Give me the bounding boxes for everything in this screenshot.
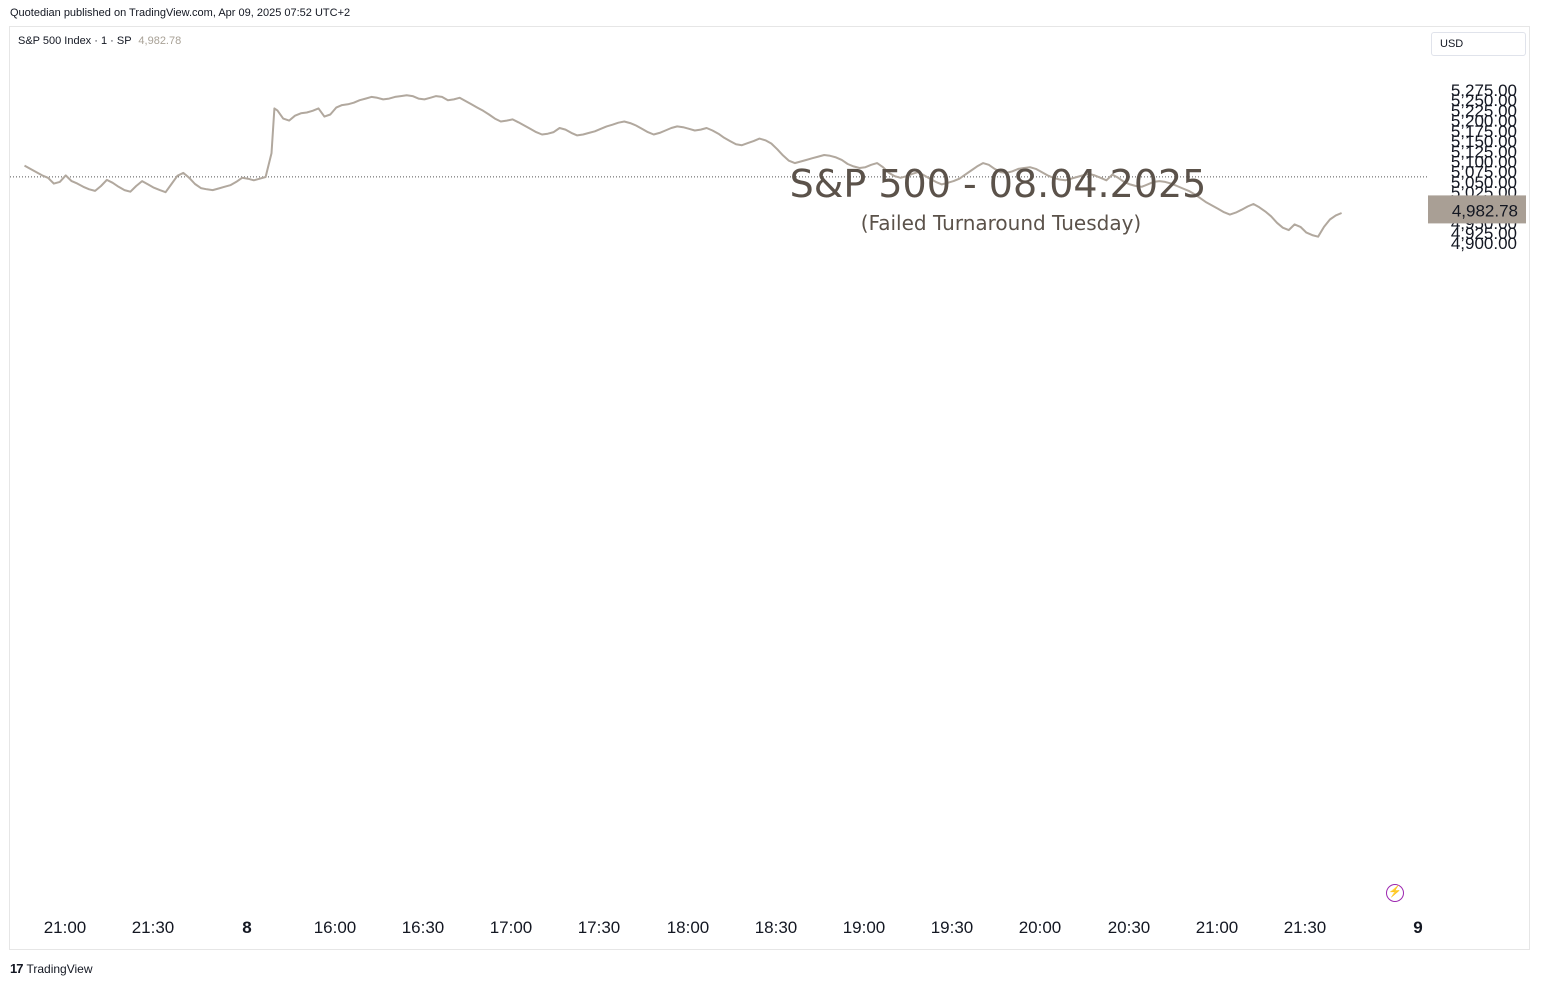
chart-frame (9, 26, 1530, 950)
chart-subtitle: (Failed Turnaround Tuesday) (861, 211, 1141, 235)
x-tick-label: 20:30 (1108, 918, 1151, 937)
x-tick-label: 16:00 (314, 918, 357, 937)
y-tick-label: 5,225.00 (1451, 101, 1517, 120)
last-price-tag: 4,982.78 (1428, 195, 1526, 224)
chart-title: S&P 500 - 08.04.2025 (790, 162, 1207, 206)
footer-brand-label: TradingView (26, 961, 93, 976)
y-tick-label: 5,125.00 (1451, 142, 1517, 161)
y-tick-label: 5,075.00 (1451, 163, 1517, 182)
x-tick-label: 9 (1413, 918, 1422, 937)
x-tick-label: 21:30 (1284, 918, 1327, 937)
last-price-tag-label: 4,982.78 (1452, 201, 1518, 220)
y-tick-label: 5,100.00 (1451, 153, 1517, 172)
x-tick-label: 17:30 (578, 918, 621, 937)
y-tick-label: 5,275.00 (1451, 81, 1517, 100)
x-tick-label: 18:00 (667, 918, 710, 937)
y-tick-label: 4,900.00 (1451, 234, 1517, 253)
x-tick-label: 21:30 (132, 918, 175, 937)
x-axis: 21:00 21:30 8 16:00 16:30 17:00 17:30 18:00 18:3… (44, 918, 1423, 937)
x-tick-label: 19:30 (931, 918, 974, 937)
x-tick-label: 21:00 (1196, 918, 1239, 937)
x-tick-label: 20:00 (1019, 918, 1062, 937)
last-price-tag-bg (1428, 195, 1526, 224)
publisher-line: Quotedian published on TradingView.com, … (10, 7, 351, 19)
symbol-label: S&P 500 Index · 1 · SP (18, 35, 132, 47)
symbol-legend[interactable]: S&P 500 Index · 1 · SP 4,982.78 (18, 35, 181, 47)
currency-button[interactable]: USD (1431, 32, 1526, 56)
y-tick-label: 5,250.00 (1451, 91, 1517, 110)
x-tick-label: 8 (242, 918, 251, 937)
y-tick-label: 5,175.00 (1451, 122, 1517, 141)
x-tick-label: 18:30 (755, 918, 798, 937)
x-tick-label: 19:00 (843, 918, 886, 937)
y-tick-label: 5,200.00 (1451, 112, 1517, 131)
x-tick-label: 17:00 (490, 918, 533, 937)
x-tick-label: 21:00 (44, 918, 87, 937)
tradingview-logo-icon: 17 (10, 961, 24, 976)
lightning-icon[interactable]: ⚡ (1386, 884, 1404, 902)
plot-area[interactable] (10, 94, 1428, 238)
y-axis: 5,275.005,250.005,225.005,200.005,175.00… (1451, 81, 1517, 253)
y-tick-label: 5,150.00 (1451, 132, 1517, 151)
price-series-line[interactable] (24, 94, 1342, 238)
y-tick-label: 4,925.00 (1451, 224, 1517, 243)
y-tick-label: 5,050.00 (1451, 173, 1517, 192)
x-tick-label: 16:30 (402, 918, 445, 937)
legend-last-price: 4,982.78 (138, 35, 182, 47)
footer-brand[interactable]: 17 TradingView (10, 961, 93, 976)
